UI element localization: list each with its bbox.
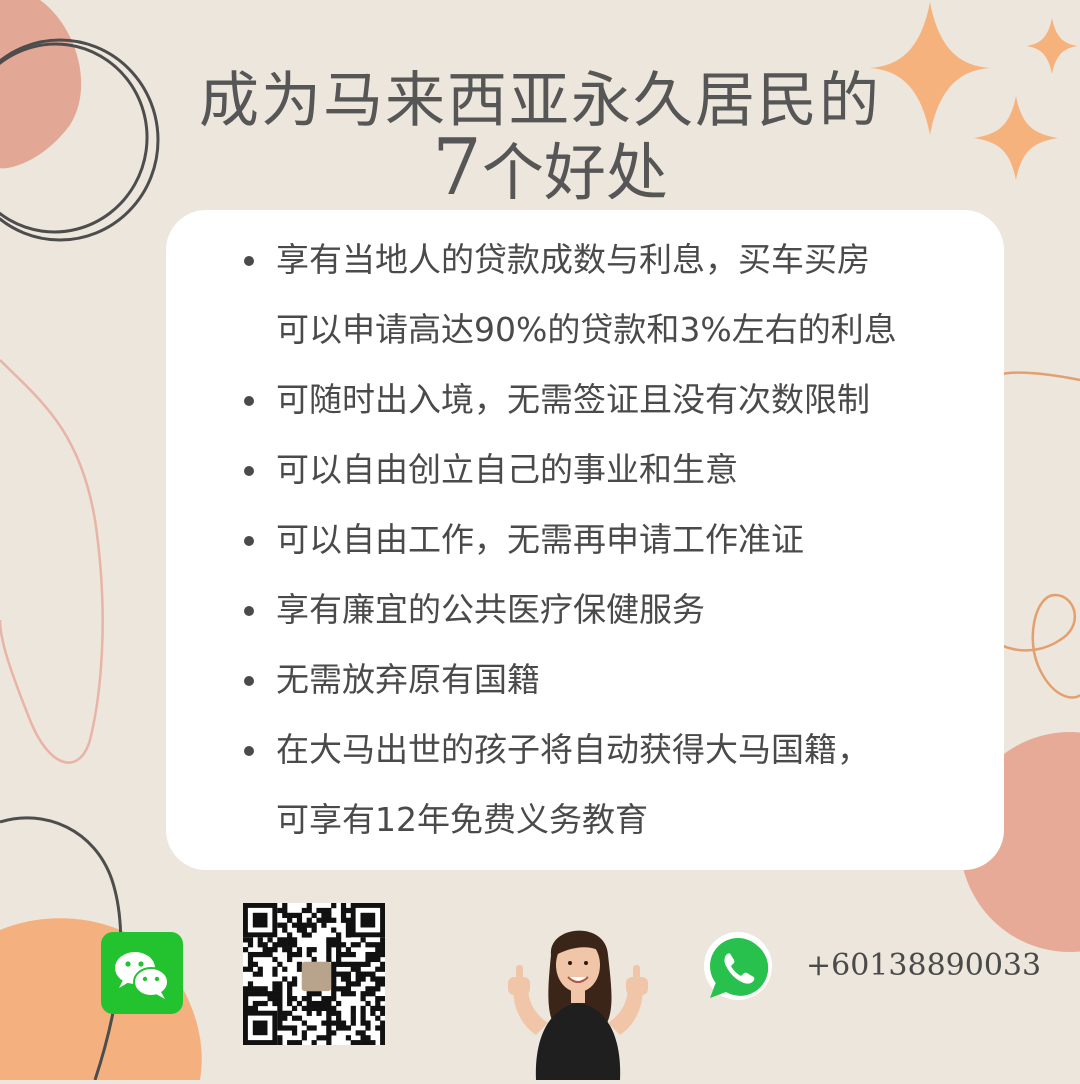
- bullet-icon: [244, 606, 254, 616]
- benefit-text: 可以自由工作，无需再申请工作准证: [276, 520, 804, 559]
- benefits-list: 享有当地人的贷款成数与利息，买车买房 可以申请高达90%的贷款和3%左右的利息 …: [244, 238, 996, 868]
- benefit-item: 可以自由创立自己的事业和生意: [244, 448, 996, 518]
- bullet-icon: [244, 256, 254, 266]
- benefit-count: 7: [432, 123, 482, 213]
- benefit-text: 在大马出世的孩子将自动获得大马国籍，: [276, 730, 870, 769]
- benefit-item: 可随时出入境，无需签证且没有次数限制: [244, 378, 996, 448]
- bullet-icon: [244, 396, 254, 406]
- qr-code[interactable]: [243, 903, 386, 1046]
- page-title: 成为马来西亚永久居民的: [199, 66, 881, 136]
- qr-code-image: [243, 903, 386, 1046]
- bullet-icon: [244, 466, 254, 476]
- benefit-item: 享有当地人的贷款成数与利息，买车买房 可以申请高达90%的贷款和3%左右的利息: [244, 238, 996, 378]
- benefit-text: 享有廉宜的公共医疗保健服务: [276, 590, 705, 629]
- pink-squiggle-left: [0, 359, 104, 764]
- bullet-icon: [244, 746, 254, 756]
- wechat-bubbles-icon: [115, 952, 169, 999]
- benefit-text: 可以自由创立自己的事业和生意: [276, 450, 738, 489]
- phone-number[interactable]: +60138890033: [806, 948, 1042, 983]
- benefit-text: 可以申请高达90%的贷款和3%左右的利息: [276, 310, 897, 349]
- wechat-icon[interactable]: [101, 932, 183, 1014]
- benefit-text: 无需放弃原有国籍: [276, 660, 540, 699]
- benefit-item: 可以自由工作，无需再申请工作准证: [244, 518, 996, 588]
- whatsapp-phone-icon: [704, 932, 772, 1000]
- benefits-card: 享有当地人的贷款成数与利息，买车买房 可以申请高达90%的贷款和3%左右的利息 …: [166, 210, 1004, 870]
- whatsapp-icon[interactable]: [700, 930, 776, 1006]
- subtitle-text: 个好处: [481, 136, 668, 209]
- page-subtitle: 7个好处: [0, 122, 1080, 213]
- bullet-icon: [244, 676, 254, 686]
- benefit-item: 无需放弃原有国籍: [244, 658, 996, 728]
- bullet-icon: [244, 536, 254, 546]
- benefit-text: 可享有12年免费义务教育: [276, 800, 648, 839]
- benefit-text: 享有当地人的贷款成数与利息，买车买房: [276, 240, 870, 279]
- benefit-text: 可随时出入境，无需签证且没有次数限制: [276, 380, 870, 419]
- consultant-photo: [496, 915, 658, 1080]
- benefit-item: 享有廉宜的公共医疗保健服务: [244, 588, 996, 658]
- benefit-item: 在大马出世的孩子将自动获得大马国籍， 可享有12年免费义务教育: [244, 728, 996, 868]
